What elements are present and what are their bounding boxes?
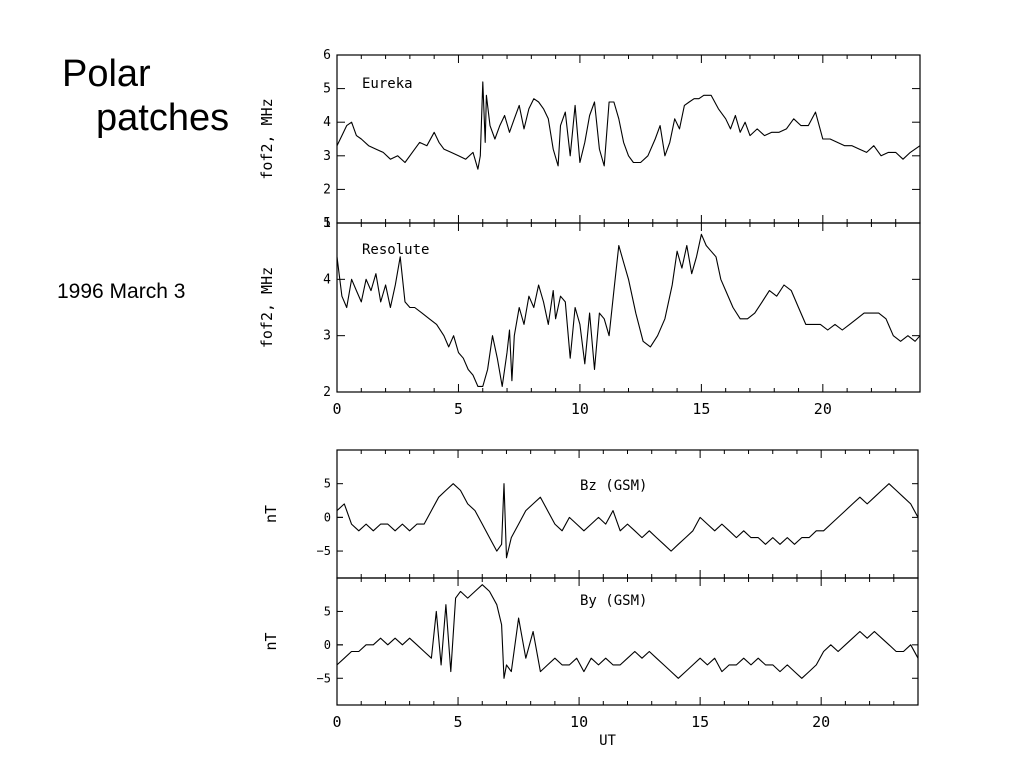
eureka-ytick-label: 5: [323, 82, 331, 97]
eureka-ytick-label: 6: [323, 48, 331, 63]
resolute-ytick-label: 4: [323, 272, 331, 287]
bz-ytick-label: −5: [317, 544, 331, 558]
by-xtick-label: 15: [691, 713, 709, 731]
eureka-ytick-label: 1: [323, 216, 331, 231]
by-xtick-label: 20: [812, 713, 830, 731]
resolute-ylabel: fof2, MHz: [258, 267, 276, 348]
bz-annotation: Bz (GSM): [580, 478, 647, 494]
resolute-series-line: [336, 233, 921, 387]
bz-ytick-label: 5: [324, 477, 331, 491]
eureka-ytick-label: 3: [323, 149, 331, 164]
eureka-series-line: [336, 81, 921, 170]
by-ylabel: nT: [262, 632, 280, 650]
by-annotation: By (GSM): [580, 593, 647, 609]
bz-frame: [336, 449, 919, 579]
by-ytick-label: 5: [324, 604, 331, 618]
slide-title-line2: patches: [96, 97, 230, 139]
resolute-ytick-label: 2: [323, 385, 331, 400]
resolute-ytick-label: 3: [323, 329, 331, 344]
resolute-xtick-label: 20: [814, 400, 832, 418]
bz-series-line: [336, 483, 919, 559]
bz-ytick-label: 0: [324, 510, 331, 524]
eureka-annotation: Eureka: [362, 76, 413, 92]
resolute-ytick-label: 5: [323, 216, 331, 231]
bz-ylabel: nT: [262, 505, 280, 523]
by-ytick-label: 0: [324, 638, 331, 652]
resolute-xtick-label: 5: [454, 400, 463, 418]
resolute-xtick-label: 10: [571, 400, 589, 418]
eureka-ytick-label: 2: [323, 182, 331, 197]
slide-title-line1: Polar: [62, 53, 151, 95]
resolute-annotation: Resolute: [362, 242, 429, 258]
by-xtick-label: 0: [332, 713, 341, 731]
by-xtick-label: 10: [570, 713, 588, 731]
eureka-ylabel: fof2, MHz: [258, 98, 276, 179]
slide-title: Polar patches: [62, 52, 229, 140]
by-xlabel: UT: [599, 733, 616, 749]
eureka-frame: [336, 54, 921, 224]
by-xtick-label: 5: [454, 713, 463, 731]
by-series-line: [336, 584, 919, 679]
resolute-xtick-label: 0: [332, 400, 341, 418]
event-date: 1996 March 3: [57, 280, 186, 303]
by-ytick-label: −5: [317, 671, 331, 685]
eureka-ytick-label: 4: [323, 115, 331, 130]
resolute-xtick-label: 15: [692, 400, 710, 418]
